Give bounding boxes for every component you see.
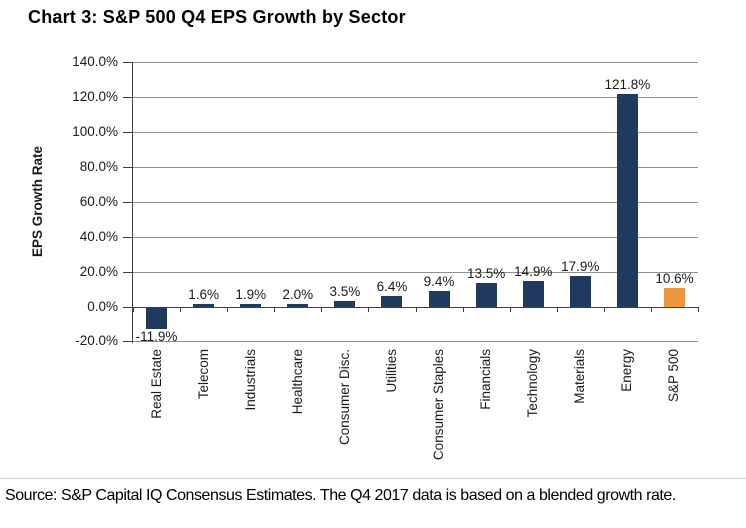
y-axis-tick <box>123 272 132 273</box>
category-label-materials: Materials <box>572 349 588 404</box>
y-axis-line <box>132 62 133 343</box>
bar-industrials <box>240 303 262 307</box>
x-axis-tick <box>698 307 699 312</box>
footer-divider <box>0 478 746 479</box>
gridline <box>133 341 698 342</box>
gridline <box>133 167 698 168</box>
y-axis-tick-label: 0.0% <box>87 299 118 314</box>
value-label-real-estate: -11.9% <box>135 328 178 344</box>
y-axis-tick-label: 140.0% <box>72 54 118 69</box>
y-axis-tick <box>123 167 132 168</box>
x-axis-tick <box>603 307 605 312</box>
value-label-healthcare: 2.0% <box>282 286 314 302</box>
source-note: Source: S&P Capital IQ Consensus Estimat… <box>5 487 676 504</box>
value-label-s-p-500: 10.6% <box>655 271 694 287</box>
y-axis-tick-label: 40.0% <box>79 229 118 244</box>
y-axis-tick <box>123 202 132 203</box>
y-axis-tick-label: 60.0% <box>79 194 118 209</box>
category-label-s-p-500: S&P 500 <box>666 349 682 403</box>
bar-consumer-staples <box>428 290 450 307</box>
gridline <box>133 237 698 238</box>
value-label-utilities: 6.4% <box>376 278 408 294</box>
value-label-energy: 121.8% <box>604 76 651 92</box>
x-axis-tick <box>415 307 417 312</box>
value-label-telecom: 1.6% <box>188 287 220 303</box>
y-axis-tick <box>123 237 132 238</box>
category-label-consumer-disc: Consumer Disc. <box>336 349 352 446</box>
x-axis-tick <box>180 307 182 312</box>
category-label-technology: Technology <box>525 349 541 418</box>
gridline <box>133 272 698 273</box>
plot-area: 140.0% 120.0% 100.0% 80.0% 60.0% 40.0% 20.0% 0.… <box>72 54 699 460</box>
x-axis-tick <box>462 307 464 312</box>
y-axis-tick-label: 100.0% <box>72 124 118 139</box>
value-label-consumer-disc: 3.5% <box>329 283 361 299</box>
category-label-financials: Financials <box>478 349 494 410</box>
y-axis-tick <box>123 62 132 63</box>
gridline <box>133 202 698 203</box>
bar-utilities <box>381 295 403 307</box>
chart-title: Chart 3: S&P 500 Q4 EPS Growth by Sector <box>28 7 406 27</box>
x-axis-tick <box>227 307 229 312</box>
gridline <box>133 62 698 63</box>
y-axis-tick-label: 80.0% <box>79 159 118 174</box>
bar-telecom <box>193 304 215 307</box>
bar-healthcare <box>287 303 309 307</box>
category-label-energy: Energy <box>619 349 635 392</box>
category-label-industrials: Industrials <box>242 349 258 411</box>
x-axis-tick <box>650 307 652 312</box>
bar-technology <box>522 280 544 307</box>
x-axis-tick <box>556 307 558 312</box>
category-label-healthcare: Healthcare <box>289 349 305 415</box>
x-axis-tick <box>509 307 511 312</box>
y-axis-tick <box>123 132 132 133</box>
bar-financials <box>475 283 497 307</box>
y-axis-tick-label: 20.0% <box>79 264 118 279</box>
x-axis-tick <box>321 307 323 312</box>
value-label-financials: 13.5% <box>466 266 506 282</box>
bar-materials <box>569 275 591 307</box>
x-axis-tick <box>133 307 134 312</box>
gridline <box>133 132 698 133</box>
x-axis-tick <box>368 307 370 312</box>
y-axis-tick-label: -20.0% <box>75 333 118 348</box>
bar-energy <box>616 93 638 307</box>
y-axis-tick <box>123 307 132 308</box>
value-label-technology: 14.9% <box>514 263 553 279</box>
category-label-utilities: Utilities <box>383 349 399 393</box>
bar-real-estate <box>146 308 168 329</box>
category-label-telecom: Telecom <box>195 349 211 400</box>
value-label-consumer-staples: 9.4% <box>423 273 455 289</box>
value-label-materials: 17.9% <box>561 258 600 274</box>
y-axis-tick <box>123 97 132 98</box>
y-axis-tick <box>123 341 132 342</box>
category-label-real-estate: Real Estate <box>148 349 164 419</box>
bar-consumer-disc <box>334 300 356 307</box>
value-label-industrials: 1.9% <box>235 286 267 302</box>
gridline <box>133 97 698 98</box>
category-label-consumer-staples: Consumer Staples <box>431 349 447 461</box>
x-axis-tick <box>274 307 276 312</box>
bar-s-p-500 <box>663 288 685 307</box>
y-axis-tick-label: 120.0% <box>72 89 118 104</box>
